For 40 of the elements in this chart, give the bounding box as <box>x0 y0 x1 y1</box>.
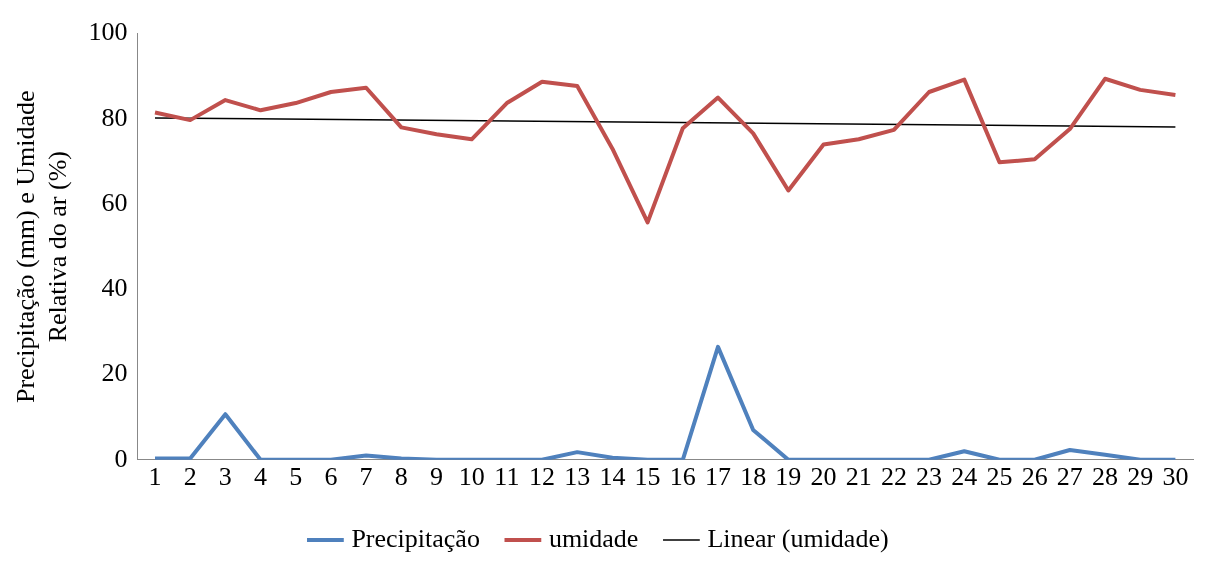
x-tick-label: 30 <box>1162 462 1189 492</box>
x-tick-label: 23 <box>916 462 943 492</box>
x-tick-label: 8 <box>394 462 408 492</box>
x-tick-label: 26 <box>1021 462 1048 492</box>
legend-label: Linear (umidade) <box>707 523 889 553</box>
x-tick-label: 16 <box>669 462 696 492</box>
x-tick-label: 27 <box>1056 462 1083 492</box>
x-tick-label: 15 <box>634 462 661 492</box>
y-tick-label: 40 <box>101 273 128 303</box>
x-tick-label: 19 <box>775 462 802 492</box>
x-tick-label: 28 <box>1092 462 1119 492</box>
y-tick-label: 20 <box>101 358 128 388</box>
x-tick-label: 12 <box>529 462 556 492</box>
x-tick-label: 17 <box>704 462 731 492</box>
x-tick-label: 29 <box>1127 462 1154 492</box>
y-tick-label: 80 <box>101 102 128 132</box>
x-tick-label: 2 <box>183 462 197 492</box>
x-tick-label: 11 <box>494 462 520 492</box>
x-tick-label: 18 <box>740 462 767 492</box>
legend-label: Precipitação <box>351 523 480 553</box>
y-axis-title: Precipitação (mm) e Umidade Relativa do ar (%) <box>11 90 72 403</box>
x-tick-label: 9 <box>429 462 443 492</box>
x-tick-label: 21 <box>845 462 872 492</box>
x-tick-label: 4 <box>254 462 268 492</box>
x-tick-label: 6 <box>324 462 338 492</box>
x-tick-label: 5 <box>289 462 303 492</box>
x-tick-label: 1 <box>148 462 162 492</box>
y-tick-label: 60 <box>101 187 128 217</box>
x-tick-label: 25 <box>986 462 1013 492</box>
x-tick-label: 13 <box>564 462 591 492</box>
x-tick-label: 3 <box>218 462 232 492</box>
x-tick-label: 24 <box>951 462 978 492</box>
x-tick-label: 10 <box>458 462 485 492</box>
legend-label: umidade <box>548 523 639 553</box>
x-tick-label: 20 <box>810 462 837 492</box>
x-tick-label: 7 <box>359 462 373 492</box>
y-tick-label: 100 <box>88 17 128 47</box>
x-tick-label: 14 <box>599 462 626 492</box>
y-tick-label: 0 <box>114 443 128 473</box>
x-tick-label: 22 <box>880 462 907 492</box>
